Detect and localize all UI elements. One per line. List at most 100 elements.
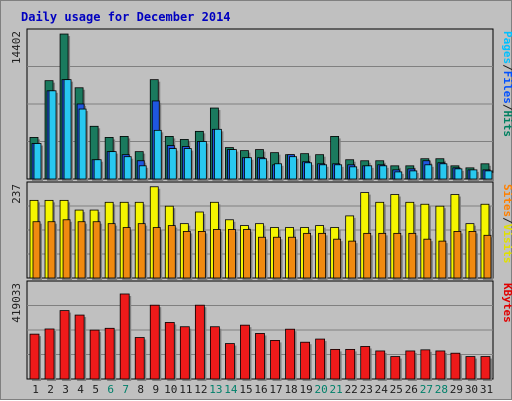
bar-kbytes-day-9: [149, 304, 160, 380]
x-tick-label-day-5: 5: [92, 383, 99, 396]
chart-title: Daily usage for December 2014: [21, 10, 231, 24]
x-tick-label-day-12: 12: [194, 383, 207, 396]
bar-kbytes-day-5: [89, 329, 100, 380]
bar-pages-day-7: [123, 156, 132, 180]
bar-kbytes-day-10: [164, 322, 175, 380]
x-tick-label-day-1: 1: [32, 383, 39, 396]
x-tick-label-day-3: 3: [62, 383, 69, 396]
x-tick-label-day-10: 10: [164, 383, 177, 396]
x-tick-label-day-23: 23: [360, 383, 373, 396]
bar-pages-day-16: [259, 158, 267, 180]
bar-pages-day-22: [349, 166, 358, 180]
bar-sites-day-22: [348, 240, 357, 279]
bar-sites-day-16: [258, 236, 266, 279]
bar-pages-day-24: [379, 165, 388, 180]
bar-sites-day-10: [167, 225, 176, 279]
bar-kbytes-day-13: [209, 326, 220, 380]
bar-pages-day-8: [138, 165, 147, 180]
bar-sites-day-30: [468, 231, 477, 279]
bar-pages-day-26: [409, 170, 418, 180]
x-tick-label-day-9: 9: [152, 383, 159, 396]
legend-visits-sites: Sites/Visits: [501, 184, 512, 264]
bar-kbytes-day-24: [375, 350, 386, 380]
x-tick-label-day-19: 19: [299, 383, 312, 396]
bar-kbytes-day-17: [270, 340, 280, 380]
bar-pages-day-27: [424, 164, 433, 180]
x-tick-label-day-16: 16: [254, 383, 267, 396]
bar-pages-day-23: [364, 165, 373, 180]
x-tick-label-day-6: 6: [107, 383, 114, 396]
x-tick-label-day-22: 22: [345, 383, 358, 396]
bar-sites-day-5: [92, 221, 101, 279]
legend-entry: /: [501, 217, 512, 224]
bar-sites-day-28: [438, 240, 447, 279]
bar-pages-day-5: [93, 159, 102, 180]
x-tick-label-day-18: 18: [284, 383, 297, 396]
bar-kbytes-day-20: [315, 338, 326, 380]
bar-kbytes-day-29: [450, 352, 461, 380]
legend-kbytes: KBytes: [501, 283, 512, 323]
x-tick-label-day-28: 28: [435, 383, 448, 396]
bar-kbytes-day-6: [104, 327, 115, 380]
bar-pages-day-2: [48, 90, 57, 180]
legend-entry: Hits: [501, 111, 512, 138]
bar-kbytes-day-31: [480, 356, 491, 380]
x-tick-label-day-20: 20: [315, 383, 328, 396]
bar-pages-day-25: [394, 171, 403, 180]
bar-pages-day-30: [469, 169, 478, 180]
legend-entry: Files: [501, 71, 512, 104]
bar-pages-day-12: [198, 141, 207, 180]
bar-sites-day-8: [137, 223, 146, 279]
y-max-label-kbytes: 419033: [10, 283, 23, 323]
bar-kbytes-day-30: [465, 356, 476, 380]
bar-pages-day-28: [439, 163, 448, 180]
bar-sites-day-4: [77, 221, 86, 279]
bar-kbytes-day-2: [44, 328, 55, 380]
legend-entry: Pages: [501, 31, 512, 64]
legend-entry: Sites: [501, 184, 512, 217]
bar-sites-day-11: [182, 231, 191, 279]
bar-sites-day-9: [152, 227, 161, 279]
bar-sites-day-13: [212, 229, 221, 279]
x-tick-label-day-8: 8: [137, 383, 144, 396]
bar-sites-day-2: [47, 221, 56, 279]
x-tick-label-day-25: 25: [390, 383, 403, 396]
bar-pages-day-21: [334, 164, 343, 180]
panels-layer: 14402Pages/Files/Hits237Sites/Visits4190…: [10, 28, 512, 381]
bar-kbytes-day-1: [29, 333, 40, 380]
x-tick-label-day-14: 14: [224, 383, 238, 396]
bar-pages-day-29: [454, 168, 463, 180]
bar-kbytes-day-26: [405, 350, 416, 380]
bar-pages-day-17: [274, 163, 282, 180]
legend-entry: /: [501, 104, 512, 111]
bar-kbytes-day-12: [194, 304, 205, 380]
x-tick-label-day-24: 24: [375, 383, 389, 396]
bar-pages-day-20: [319, 164, 328, 180]
bar-sites-day-17: [273, 236, 281, 279]
x-tick-label-day-13: 13: [209, 383, 222, 396]
bar-sites-day-7: [122, 227, 131, 279]
bar-pages-day-31: [484, 170, 493, 180]
legend-entry: KBytes: [501, 283, 512, 323]
legend-entry: Visits: [501, 224, 512, 264]
bar-sites-day-24: [378, 232, 387, 279]
bar-sites-day-21: [333, 238, 342, 279]
bar-sites-day-14: [228, 229, 236, 279]
bar-pages-day-3: [63, 79, 72, 180]
panel-visits-sites: 237 Sites/Visits: [10, 181, 512, 280]
x-tick-label-day-7: 7: [122, 383, 129, 396]
legend-entry: /: [501, 64, 512, 71]
bar-pages-day-18: [289, 156, 297, 180]
bar-sites-day-15: [243, 229, 251, 279]
panel-kbytes: 419033 KBytes: [10, 280, 512, 381]
bar-pages-day-11: [183, 148, 192, 180]
bar-kbytes-day-23: [360, 346, 371, 380]
bar-pages-day-10: [168, 148, 177, 180]
x-tick-label-day-4: 4: [77, 383, 84, 396]
bar-kbytes-day-14: [225, 343, 235, 380]
x-tick-label-day-30: 30: [465, 383, 478, 396]
bar-pages-day-14: [229, 149, 237, 180]
